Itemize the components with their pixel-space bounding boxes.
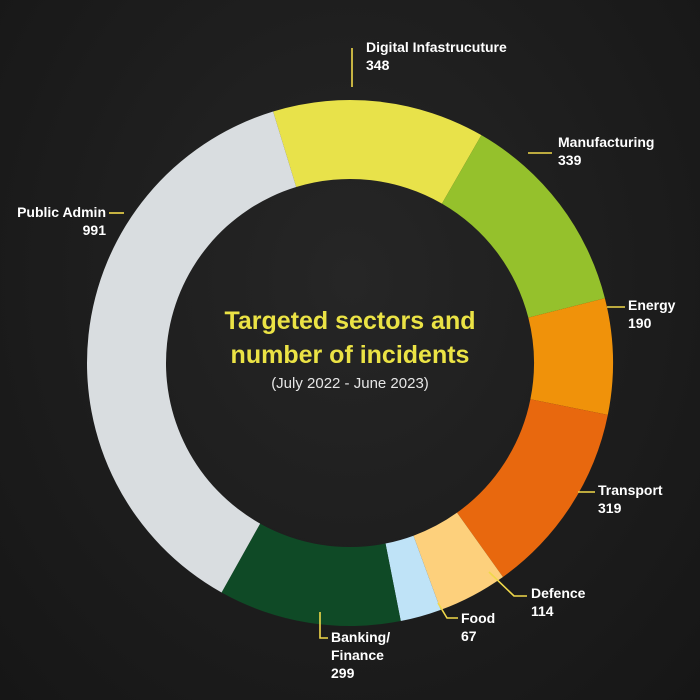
slice-value-public-admin: 991 xyxy=(83,222,107,238)
slice-label-public-admin-0: Public Admin xyxy=(17,204,106,220)
slice-label-digital-infastrucuture-0: Digital Infastrucuture xyxy=(366,39,507,55)
slices-group xyxy=(86,100,613,627)
slice-defence xyxy=(413,512,503,610)
slice-energy xyxy=(528,298,613,415)
slice-public-admin xyxy=(86,111,297,593)
leader-line-banking-finance xyxy=(319,612,328,639)
slice-value-transport: 319 xyxy=(598,500,622,516)
slice-banking-finance xyxy=(221,523,401,627)
center-title-group: Targeted sectors and number of incidents… xyxy=(224,307,475,392)
chart-title-line-1: Targeted sectors and xyxy=(224,307,475,335)
slice-value-food: 67 xyxy=(461,628,477,644)
leader-line-defence xyxy=(488,571,527,597)
slice-transport xyxy=(457,399,608,577)
slice-value-manufacturing: 339 xyxy=(558,152,582,168)
slice-label-food-0: Food xyxy=(461,610,495,626)
slice-value-banking-finance: 299 xyxy=(331,665,355,681)
slice-value-defence: 114 xyxy=(531,603,554,619)
slice-label-banking-finance-0: Banking/ xyxy=(331,629,390,645)
slice-label-banking-finance-1: Finance xyxy=(331,647,384,663)
labels-group: Digital Infastrucuture 348 Manufacturing 33… xyxy=(17,39,676,681)
leader-line-food xyxy=(437,602,458,619)
slice-label-defence-0: Defence xyxy=(531,585,586,601)
slice-food xyxy=(385,535,441,622)
chart-title-line-2: number of incidents xyxy=(231,341,470,369)
slice-label-transport-0: Transport xyxy=(598,482,663,498)
slice-label-energy-0: Energy xyxy=(628,297,676,313)
slice-manufacturing xyxy=(441,135,605,318)
slice-value-digital-infastrucuture: 348 xyxy=(366,57,390,73)
chart-subtitle: (July 2022 - June 2023) xyxy=(271,375,429,392)
slice-digital-infastrucuture xyxy=(273,100,482,204)
slice-value-energy: 190 xyxy=(628,315,652,331)
slice-label-manufacturing-0: Manufacturing xyxy=(558,134,654,150)
